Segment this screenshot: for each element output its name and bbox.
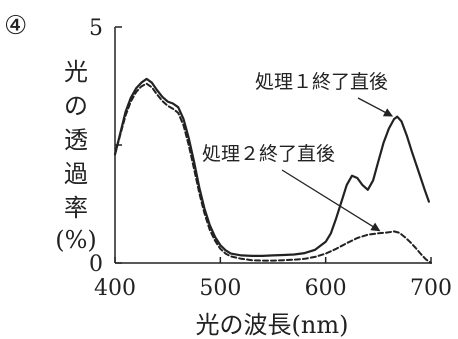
series-layer [113,77,432,264]
x-tick-label: 500 [199,276,241,301]
x-tick-label: 700 [410,276,452,301]
ticks: 400 500 600 700 0 5 [89,16,452,301]
series-line-2 [114,82,432,264]
annotation-label-2: 処理２終了直後 [202,143,335,165]
x-axis-label: 光の波長(nm) [196,311,349,339]
y-axis-label-char: 光 [64,58,88,86]
y-axis-label-char: 透 [64,126,88,154]
y-tick-label: 0 [89,252,103,277]
annotation-arrow-2 [281,169,381,232]
annotation-label-1: 処理１終了直後 [255,71,388,93]
x-tick-label: 600 [305,276,347,301]
y-axis-label-char: (%) [55,226,97,254]
y-axis-label-char: 率 [64,194,88,222]
series-line-1 [113,77,430,257]
y-tick-label: 5 [89,16,103,41]
y-axis-label-char: 過 [64,160,88,188]
x-tick-label: 400 [94,276,136,301]
y-axis-label-char: の [64,92,88,120]
panel-label: ④ [4,11,27,41]
annotation-arrow-1 [357,97,394,117]
